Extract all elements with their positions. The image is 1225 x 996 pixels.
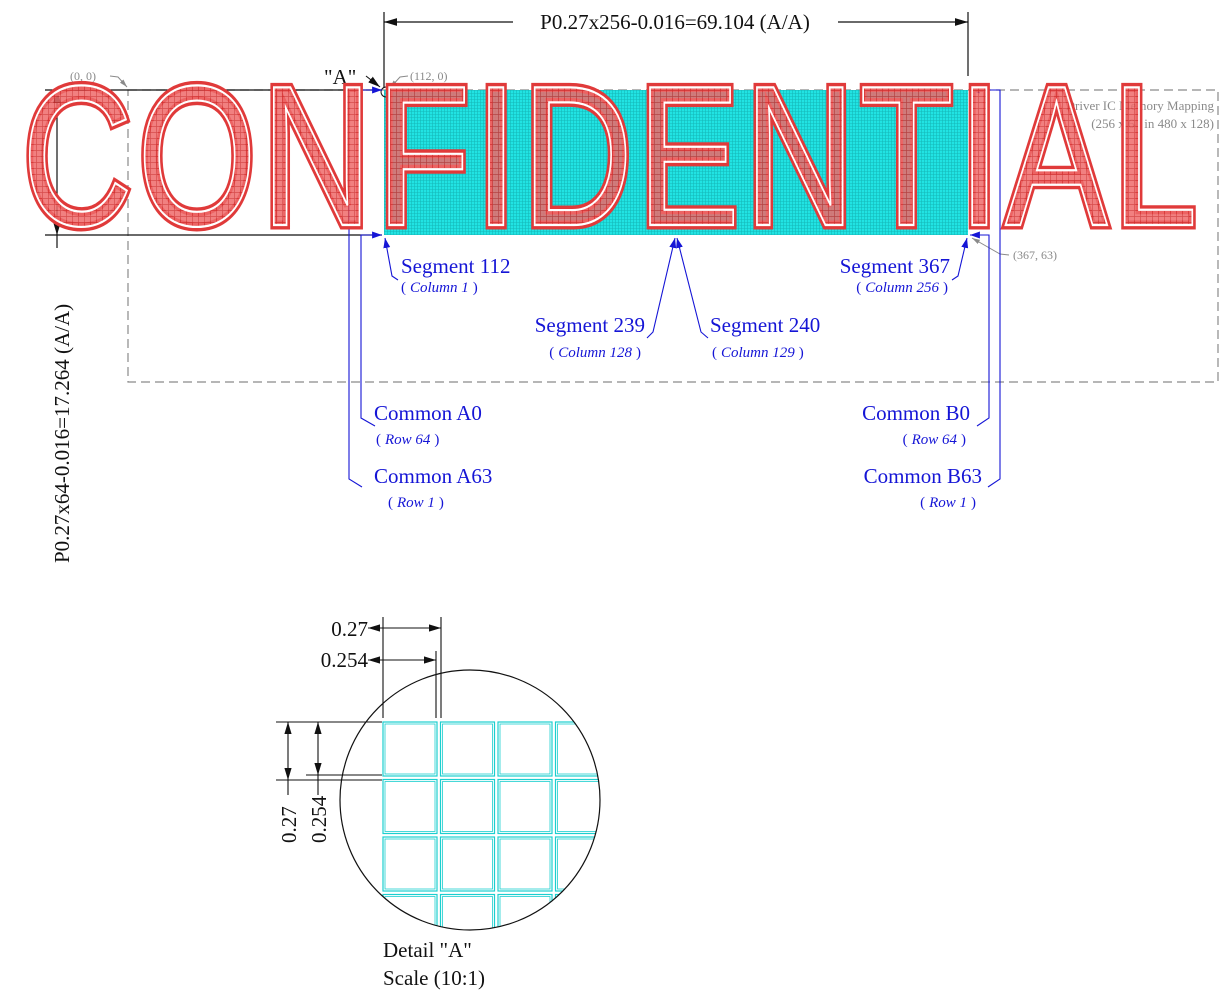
detail-pixel-cell-inner xyxy=(442,781,493,832)
detail-pixel-cell xyxy=(613,837,667,891)
detail-pixel-cell-inner xyxy=(499,723,551,775)
detail-pixel-cell xyxy=(613,952,667,996)
segment-112-callout: Segment 112 (Column 1) xyxy=(383,237,510,296)
detail-pixel-cell-inner xyxy=(615,897,665,947)
detail-pixel-cell xyxy=(439,836,496,892)
detail-pixel-cell xyxy=(439,721,496,777)
detail-pixel-cell xyxy=(613,895,667,949)
common-b0-row: (Row 64) xyxy=(903,432,966,448)
detail-pixel-cell xyxy=(497,778,553,835)
detail-pixel-cell xyxy=(382,836,438,892)
common-b63-callout: Common B63 (Row 1) xyxy=(864,86,1001,511)
common-a63-label: Common A63 xyxy=(374,464,492,488)
common-a63-callout: Common A63 (Row 1) xyxy=(348,86,492,511)
detail-pitch-v-label: 0.27 xyxy=(277,806,301,843)
segment-239-callout: Segment 239 (Column 128) xyxy=(535,237,677,361)
detail-pixel-cell xyxy=(498,952,552,996)
detail-a-circle xyxy=(339,669,601,931)
detail-pixel-cell xyxy=(613,780,667,834)
detail-pixel-cell xyxy=(497,836,553,892)
coordinate-labels: (0, 0) (112, 0) (367, 63) Driver IC Memo… xyxy=(70,69,1214,262)
detail-a-marker-label: "A" xyxy=(324,65,356,89)
detail-pixel-cell xyxy=(613,722,667,776)
detail-pixel-cell-inner xyxy=(557,896,600,930)
segment-367-label: Segment 367 xyxy=(840,254,950,278)
detail-a-title: Detail "A" xyxy=(383,938,472,962)
detail-pixel-cell-inner xyxy=(615,839,665,889)
height-dimension-label: P0.27x64-0.016=17.264 (A/A) xyxy=(50,304,74,563)
segment-240-column: (Column 129) xyxy=(712,345,804,361)
width-dimension-label: P0.27x256-0.016=69.104 (A/A) xyxy=(540,10,810,34)
detail-pixel-cell-inner xyxy=(558,954,608,996)
detail-pixel-cell-inner xyxy=(442,838,493,890)
detail-pixel-v-label: 0.254 xyxy=(307,795,331,843)
confidential-watermark-text: CONFIDENTIAL xyxy=(22,45,1202,268)
detail-pixel-h-label: 0.254 xyxy=(321,648,369,672)
common-a63-row: (Row 1) xyxy=(388,495,444,511)
origin-coordinate-label: (0, 0) xyxy=(70,69,96,83)
common-a0-callout: Common A0 (Row 64) xyxy=(360,231,482,448)
detail-pixel-cell-inner xyxy=(615,724,665,774)
segment-239-label: Segment 239 xyxy=(535,313,645,337)
detail-pixel-cell-inner xyxy=(615,782,665,832)
detail-a-view: 0.27 0.254 0.27 0.254 Detail "A" Scale (… xyxy=(276,617,667,996)
common-b0-label: Common B0 xyxy=(862,401,970,425)
confidential-watermark-outline: CONFIDENTIAL xyxy=(22,45,1202,268)
active-pixel-area xyxy=(384,90,968,235)
segment-239-column: (Column 128) xyxy=(549,345,641,361)
segment-112-label: Segment 112 xyxy=(401,254,510,278)
detail-pixel-cell-inner xyxy=(499,838,551,890)
detail-pixel-cell-inner xyxy=(557,723,600,775)
detail-a-scale: Scale (10:1) xyxy=(383,966,485,990)
detail-pixel-cell xyxy=(556,952,610,996)
segment-367-column: (Column 256) xyxy=(856,280,948,296)
width-dimension: P0.27x256-0.016=69.104 (A/A) xyxy=(383,10,969,88)
detail-pixel-cell xyxy=(497,893,553,930)
detail-pixel-cell xyxy=(439,893,496,930)
detail-pixel-cell-inner xyxy=(442,896,493,930)
detail-pixel-cell xyxy=(554,893,600,930)
detail-pixel-cell xyxy=(554,778,600,835)
detail-pixel-cell-inner xyxy=(442,723,493,775)
segment-240-label: Segment 240 xyxy=(710,313,820,337)
detail-pixel-cell xyxy=(554,721,600,777)
detail-pixel-cell xyxy=(382,778,438,835)
common-a0-row: (Row 64) xyxy=(376,432,439,448)
segment-callouts: Segment 112 (Column 1) Segment 239 (Colu… xyxy=(383,237,969,361)
detail-a-marker: "A" xyxy=(324,65,392,98)
detail-pixel-cell xyxy=(497,721,553,777)
detail-pixel-cell-inner xyxy=(384,723,436,775)
common-b0-callout: Common B0 (Row 64) xyxy=(862,231,990,448)
common-a0-label: Common A0 xyxy=(374,401,482,425)
detail-pixel-cell-inner xyxy=(499,896,551,930)
driver-ic-title: Driver IC Memory Mapping xyxy=(1066,98,1215,113)
driver-ic-boundary xyxy=(127,89,1219,383)
detail-pixel-cell-inner xyxy=(384,781,436,832)
driver-ic-subtitle: (256 x 64 in 480 x 128) xyxy=(1091,116,1214,131)
detail-pixel-cell-inner xyxy=(500,954,550,996)
common-callouts: Common A0 (Row 64) Common A63 (Row 1) Co… xyxy=(348,86,1001,511)
segment-240-callout: Segment 240 (Column 129) xyxy=(676,237,820,361)
detail-pixel-cell-inner xyxy=(499,781,551,832)
segment-367-callout: Segment 367 (Column 256) xyxy=(840,237,969,296)
detail-pitch-h-label: 0.27 xyxy=(331,617,368,641)
end-coordinate-label: (367, 63) xyxy=(1013,248,1057,262)
height-dimension: P0.27x64-0.016=17.264 (A/A) xyxy=(45,89,382,563)
start-coordinate-label: (112, 0) xyxy=(410,69,448,83)
detail-pixel-cell-inner xyxy=(384,838,436,890)
detail-pixel-cell-inner xyxy=(615,954,665,996)
common-b63-label: Common B63 xyxy=(864,464,982,488)
confidential-watermark: CONFIDENTIAL CONFIDENTIAL xyxy=(18,41,1202,273)
detail-pixel-cell xyxy=(439,778,496,835)
detail-pixel-cell-inner xyxy=(557,781,600,832)
common-b63-row: (Row 1) xyxy=(920,495,976,511)
detail-pixel-cell xyxy=(382,721,438,777)
segment-112-column: (Column 1) xyxy=(401,280,478,296)
